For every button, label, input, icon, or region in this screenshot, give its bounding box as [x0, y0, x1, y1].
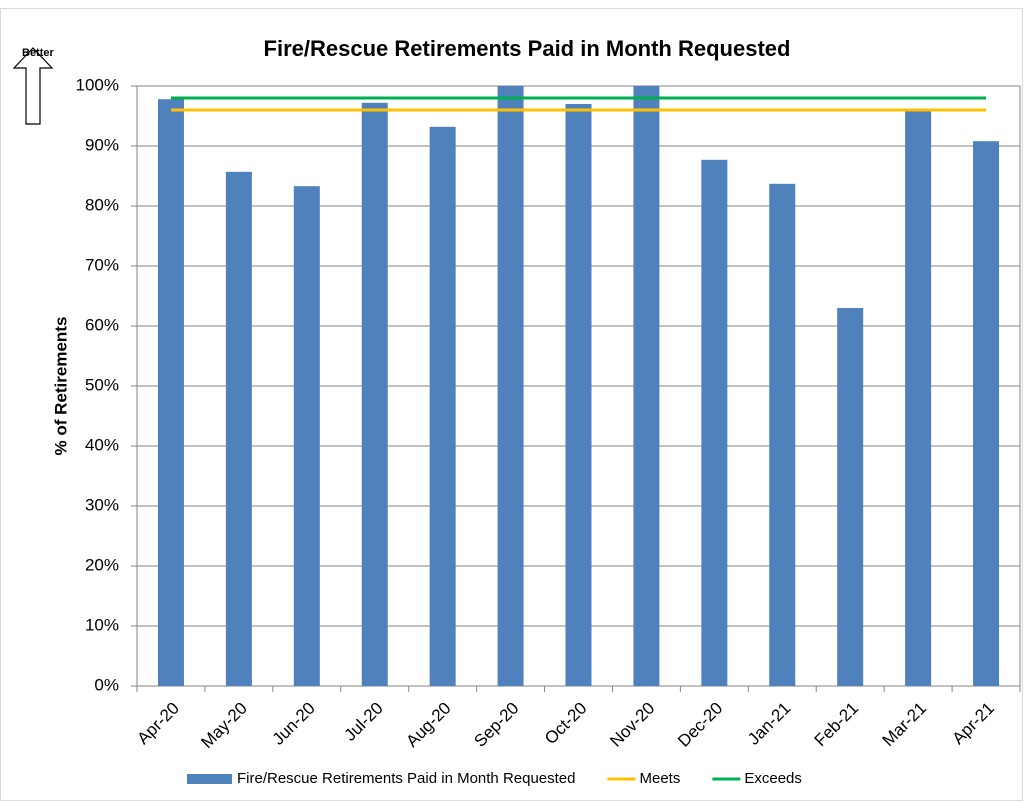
bar	[973, 141, 1000, 686]
y-tick-label: 50%	[85, 375, 119, 394]
bar	[361, 102, 388, 687]
legend-label: Meets	[640, 770, 681, 787]
bar	[769, 183, 796, 687]
annotation: Better	[22, 47, 55, 59]
y-tick-label: 70%	[85, 255, 119, 274]
y-tick-label: 60%	[85, 315, 119, 334]
y-tick-label: 20%	[85, 555, 119, 574]
bar	[497, 86, 524, 686]
bar	[905, 110, 932, 686]
y-tick-label: 90%	[85, 135, 119, 154]
bar	[157, 99, 184, 686]
y-tick-label: 100%	[76, 75, 119, 94]
bar	[837, 308, 864, 686]
bar	[293, 186, 320, 686]
bar	[633, 86, 660, 686]
y-axis-title: % of Retirements	[51, 317, 70, 456]
bar	[225, 171, 252, 687]
bar	[429, 126, 456, 687]
legend-label: Fire/Rescue Retirements Paid in Month Re…	[237, 770, 576, 787]
y-tick-label: 30%	[85, 495, 119, 514]
bar	[701, 159, 728, 687]
bar	[565, 104, 592, 686]
y-tick-label: 80%	[85, 195, 119, 214]
chart-title: Fire/Rescue Retirements Paid in Month Re…	[264, 36, 791, 61]
legend-swatch	[187, 774, 232, 784]
y-tick-label: 40%	[85, 435, 119, 454]
y-tick-label: 10%	[85, 615, 119, 634]
better-arrow	[12, 47, 54, 125]
legend-label: Exceeds	[744, 770, 802, 787]
y-tick-label: 0%	[94, 675, 119, 694]
